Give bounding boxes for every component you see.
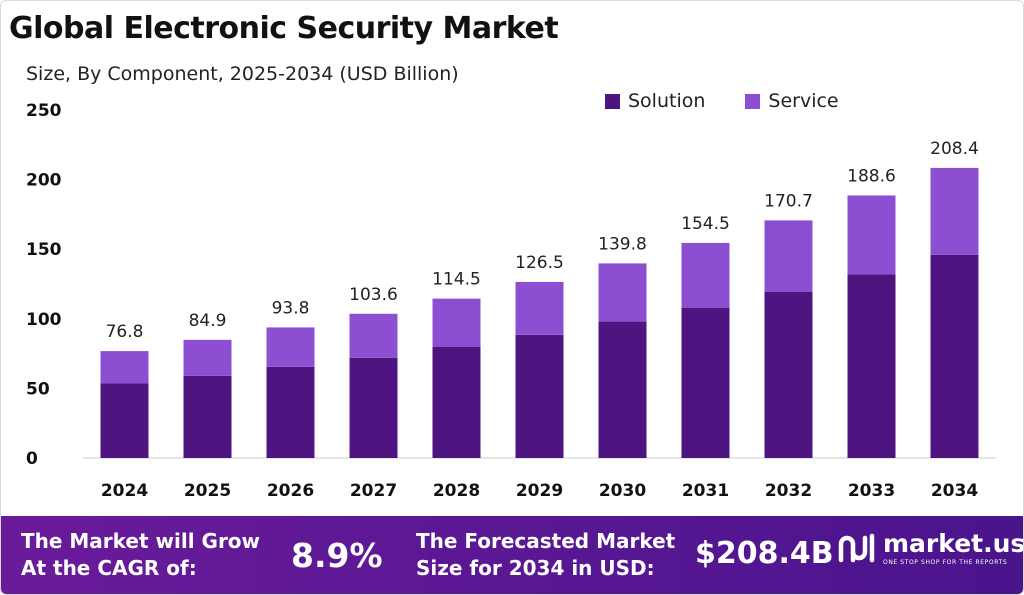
data-label-2027: 103.6 [349,285,398,305]
y-tick-label: 0 [26,449,38,469]
x-tick-label-2026: 2026 [267,481,314,501]
bar-solution-2033 [847,274,896,458]
chart-plot: 0 50 100 150 200 250 76.8 2024 84.9 2025 93.8 2026 1… [26,101,996,501]
y-tick-label: 200 [26,171,62,191]
x-tick-label-2028: 2028 [433,481,480,501]
bar-solution-2031 [681,307,730,458]
bar-solution-2030 [598,321,647,458]
brand-name: market.us [883,529,1024,558]
bar-service-2029 [515,281,564,335]
cagr-label: The Market will Grow At the CAGR of: [21,529,261,580]
bar-service-2024 [100,351,149,384]
bar-service-2031 [681,242,730,308]
x-tick-label-2030: 2030 [599,481,646,501]
bar-service-2030 [598,263,647,322]
data-label-2024: 76.8 [106,322,144,342]
chart-subtitle: Size, By Component, 2025-2034 (USD Billi… [26,63,459,85]
y-tick-label: 150 [26,240,62,260]
legend-swatch-service [745,93,761,109]
data-label-2025: 84.9 [189,311,227,331]
chart-title: Global Electronic Security Market [9,11,559,46]
bar-service-2032 [764,220,813,292]
legend-item-solution: Solution [605,90,705,112]
bar-solution-2026 [266,366,315,458]
x-tick-label-2033: 2033 [848,481,895,501]
x-tick-label-2027: 2027 [350,481,397,501]
data-label-2032: 170.7 [764,191,813,211]
market-us-logo-icon [838,533,875,563]
data-label-2030: 139.8 [598,234,647,254]
bar-solution-2025 [183,375,232,458]
legend-label-solution: Solution [628,90,706,112]
legend-item-service: Service [745,90,839,112]
brand-logo: market.us ONE STOP SHOP FOR THE REPORTS [837,529,1024,568]
data-label-2033: 188.6 [847,166,896,186]
brand-tagline: ONE STOP SHOP FOR THE REPORTS [883,559,1008,566]
bar-solution-2024 [100,383,149,458]
y-tick-label: 50 [26,379,50,399]
bar-solution-2027 [349,357,398,458]
legend-label-service: Service [768,90,839,112]
y-tick-label: 250 [26,101,62,121]
x-tick-label-2032: 2032 [765,481,812,501]
x-tick-label-2029: 2029 [516,481,563,501]
legend-swatch-solution [605,93,620,109]
bar-service-2026 [266,327,315,367]
bar-solution-2029 [515,334,564,458]
cagr-value: 8.9% [291,536,383,575]
x-tick-label-2024: 2024 [101,481,148,501]
bar-solution-2028 [432,346,481,458]
chart-legend: Solution Service [605,90,839,112]
data-label-2034: 208.4 [930,139,979,159]
x-tick-label-2031: 2031 [682,481,729,501]
y-tick-label: 100 [26,310,62,330]
bar-solution-2034 [930,254,979,458]
bar-solution-2032 [764,291,813,458]
bar-service-2034 [930,167,979,255]
data-label-2026: 93.8 [272,298,310,318]
bar-service-2027 [349,313,398,358]
x-tick-label-2034: 2034 [931,481,978,501]
data-label-2029: 126.5 [515,253,564,273]
bar-service-2033 [847,195,896,275]
data-label-2031: 154.5 [681,214,730,234]
forecast-value: $208.4B [695,536,834,571]
footer-banner: The Market will Grow At the CAGR of: 8.9… [1,516,1024,594]
bar-service-2025 [183,339,232,376]
bar-service-2028 [432,298,481,347]
forecast-label: The Forecasted Market Size for 2034 in U… [416,529,676,580]
data-label-2028: 114.5 [432,270,481,290]
x-tick-label-2025: 2025 [184,481,231,501]
